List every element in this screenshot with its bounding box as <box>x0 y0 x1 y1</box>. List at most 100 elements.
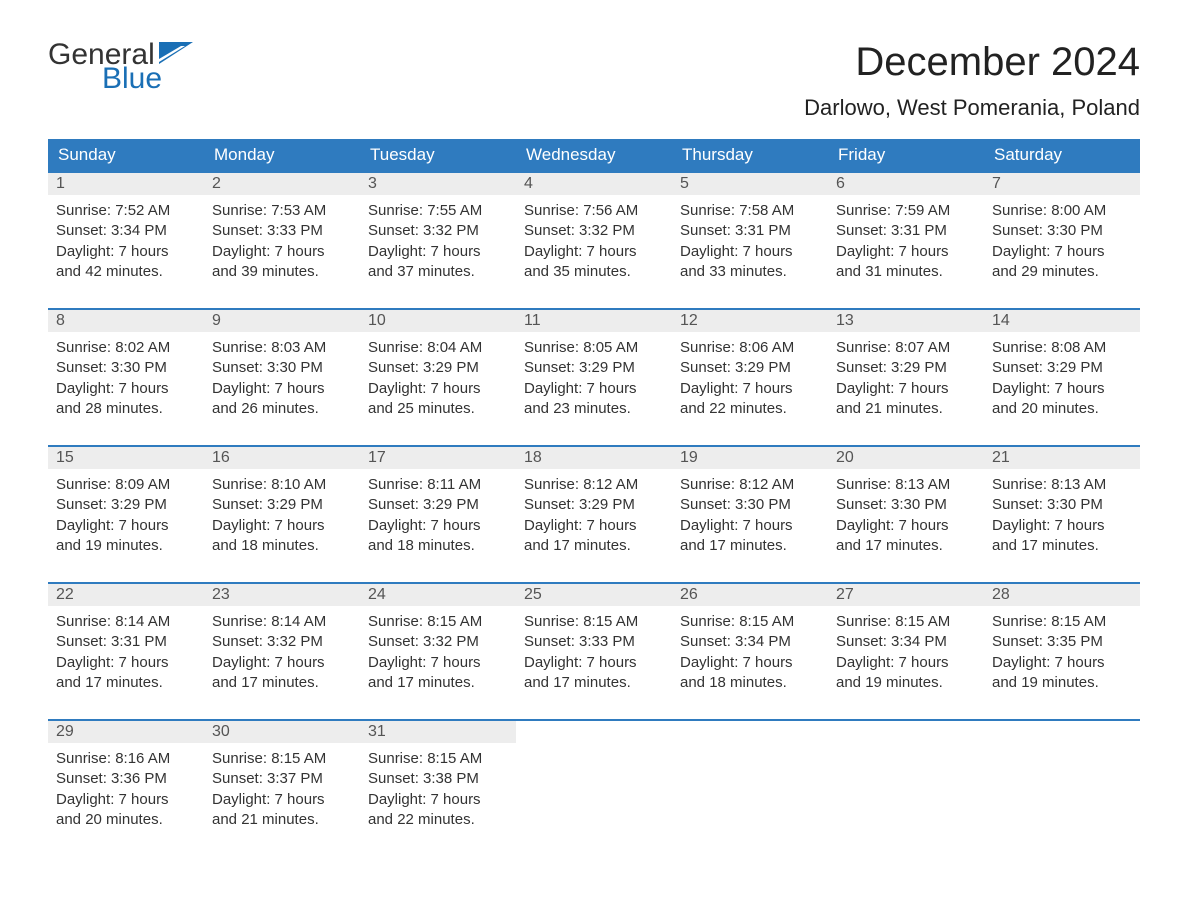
day-number-cell: 4 <box>516 172 672 195</box>
daylight-line1: Daylight: 7 hours <box>524 242 664 262</box>
daylight-line2: and 37 minutes. <box>368 262 508 282</box>
sunrise-text: Sunrise: 7:56 AM <box>524 201 664 221</box>
day-detail-cell <box>984 743 1140 856</box>
daylight-line1: Daylight: 7 hours <box>368 379 508 399</box>
day-number-cell: 7 <box>984 172 1140 195</box>
day-detail-cell: Sunrise: 8:15 AMSunset: 3:37 PMDaylight:… <box>204 743 360 856</box>
detail-row: Sunrise: 8:16 AMSunset: 3:36 PMDaylight:… <box>48 743 1140 856</box>
day-number-cell: 9 <box>204 309 360 332</box>
sunset-text: Sunset: 3:31 PM <box>56 632 196 652</box>
day-number-cell: 28 <box>984 583 1140 606</box>
daynum-row: 22232425262728 <box>48 583 1140 606</box>
daylight-line2: and 42 minutes. <box>56 262 196 282</box>
title-block: December 2024 Darlowo, West Pomerania, P… <box>804 40 1140 121</box>
day-number-cell: 30 <box>204 720 360 743</box>
daylight-line1: Daylight: 7 hours <box>992 242 1132 262</box>
daylight-line1: Daylight: 7 hours <box>212 516 352 536</box>
detail-row: Sunrise: 7:52 AMSunset: 3:34 PMDaylight:… <box>48 195 1140 309</box>
day-detail-cell: Sunrise: 8:12 AMSunset: 3:30 PMDaylight:… <box>672 469 828 583</box>
day-number-cell: 16 <box>204 446 360 469</box>
daylight-line2: and 17 minutes. <box>56 673 196 693</box>
sunrise-text: Sunrise: 8:03 AM <box>212 338 352 358</box>
daynum-row: 1234567 <box>48 172 1140 195</box>
day-detail-cell: Sunrise: 8:05 AMSunset: 3:29 PMDaylight:… <box>516 332 672 446</box>
day-detail-cell: Sunrise: 8:07 AMSunset: 3:29 PMDaylight:… <box>828 332 984 446</box>
sunrise-text: Sunrise: 8:04 AM <box>368 338 508 358</box>
sunrise-text: Sunrise: 8:06 AM <box>680 338 820 358</box>
day-number-cell: 25 <box>516 583 672 606</box>
daylight-line1: Daylight: 7 hours <box>680 653 820 673</box>
daynum-row: 15161718192021 <box>48 446 1140 469</box>
weekday-header-row: Sunday Monday Tuesday Wednesday Thursday… <box>48 139 1140 172</box>
daylight-line1: Daylight: 7 hours <box>212 242 352 262</box>
daylight-line2: and 17 minutes. <box>368 673 508 693</box>
daylight-line1: Daylight: 7 hours <box>56 242 196 262</box>
day-number-cell: 1 <box>48 172 204 195</box>
calendar-body: 1234567Sunrise: 7:52 AMSunset: 3:34 PMDa… <box>48 172 1140 856</box>
daylight-line1: Daylight: 7 hours <box>524 516 664 536</box>
sunrise-text: Sunrise: 8:00 AM <box>992 201 1132 221</box>
sunset-text: Sunset: 3:32 PM <box>368 221 508 241</box>
sunset-text: Sunset: 3:34 PM <box>56 221 196 241</box>
daynum-row: 293031 <box>48 720 1140 743</box>
day-number-cell: 8 <box>48 309 204 332</box>
daylight-line2: and 18 minutes. <box>368 536 508 556</box>
sunset-text: Sunset: 3:29 PM <box>680 358 820 378</box>
day-detail-cell: Sunrise: 7:56 AMSunset: 3:32 PMDaylight:… <box>516 195 672 309</box>
sunset-text: Sunset: 3:34 PM <box>836 632 976 652</box>
day-number-cell: 21 <box>984 446 1140 469</box>
sunset-text: Sunset: 3:38 PM <box>368 769 508 789</box>
daylight-line2: and 23 minutes. <box>524 399 664 419</box>
day-number-cell: 26 <box>672 583 828 606</box>
day-number-cell: 18 <box>516 446 672 469</box>
day-detail-cell: Sunrise: 8:12 AMSunset: 3:29 PMDaylight:… <box>516 469 672 583</box>
daylight-line2: and 17 minutes. <box>524 536 664 556</box>
sunrise-text: Sunrise: 8:14 AM <box>56 612 196 632</box>
daylight-line1: Daylight: 7 hours <box>836 379 976 399</box>
daylight-line1: Daylight: 7 hours <box>992 379 1132 399</box>
sunset-text: Sunset: 3:29 PM <box>992 358 1132 378</box>
daylight-line2: and 21 minutes. <box>212 810 352 830</box>
day-detail-cell: Sunrise: 8:00 AMSunset: 3:30 PMDaylight:… <box>984 195 1140 309</box>
sunrise-text: Sunrise: 7:53 AM <box>212 201 352 221</box>
day-detail-cell: Sunrise: 7:58 AMSunset: 3:31 PMDaylight:… <box>672 195 828 309</box>
sunrise-text: Sunrise: 8:13 AM <box>992 475 1132 495</box>
col-wednesday: Wednesday <box>516 139 672 172</box>
sunset-text: Sunset: 3:32 PM <box>524 221 664 241</box>
sunrise-text: Sunrise: 8:02 AM <box>56 338 196 358</box>
day-detail-cell: Sunrise: 8:15 AMSunset: 3:32 PMDaylight:… <box>360 606 516 720</box>
day-detail-cell: Sunrise: 8:06 AMSunset: 3:29 PMDaylight:… <box>672 332 828 446</box>
col-friday: Friday <box>828 139 984 172</box>
day-detail-cell: Sunrise: 8:08 AMSunset: 3:29 PMDaylight:… <box>984 332 1140 446</box>
daylight-line1: Daylight: 7 hours <box>56 790 196 810</box>
daylight-line2: and 20 minutes. <box>56 810 196 830</box>
daylight-line1: Daylight: 7 hours <box>368 242 508 262</box>
daylight-line2: and 17 minutes. <box>212 673 352 693</box>
day-number-cell: 11 <box>516 309 672 332</box>
daylight-line2: and 33 minutes. <box>680 262 820 282</box>
calendar-table: Sunday Monday Tuesday Wednesday Thursday… <box>48 139 1140 856</box>
daylight-line2: and 22 minutes. <box>680 399 820 419</box>
day-number-cell <box>828 720 984 743</box>
day-detail-cell: Sunrise: 8:10 AMSunset: 3:29 PMDaylight:… <box>204 469 360 583</box>
daylight-line2: and 19 minutes. <box>992 673 1132 693</box>
day-number-cell: 2 <box>204 172 360 195</box>
day-detail-cell: Sunrise: 7:59 AMSunset: 3:31 PMDaylight:… <box>828 195 984 309</box>
day-detail-cell: Sunrise: 8:04 AMSunset: 3:29 PMDaylight:… <box>360 332 516 446</box>
col-monday: Monday <box>204 139 360 172</box>
day-detail-cell: Sunrise: 8:02 AMSunset: 3:30 PMDaylight:… <box>48 332 204 446</box>
page-header: General Blue December 2024 Darlowo, West… <box>48 40 1140 121</box>
sunrise-text: Sunrise: 8:15 AM <box>368 612 508 632</box>
day-detail-cell <box>516 743 672 856</box>
day-number-cell: 27 <box>828 583 984 606</box>
sunset-text: Sunset: 3:29 PM <box>524 358 664 378</box>
sunset-text: Sunset: 3:30 PM <box>212 358 352 378</box>
day-number-cell: 31 <box>360 720 516 743</box>
daylight-line2: and 19 minutes. <box>836 673 976 693</box>
day-number-cell: 5 <box>672 172 828 195</box>
day-number-cell: 19 <box>672 446 828 469</box>
brand-logo: General Blue <box>48 40 193 94</box>
sunrise-text: Sunrise: 7:58 AM <box>680 201 820 221</box>
day-number-cell: 3 <box>360 172 516 195</box>
sunrise-text: Sunrise: 8:07 AM <box>836 338 976 358</box>
